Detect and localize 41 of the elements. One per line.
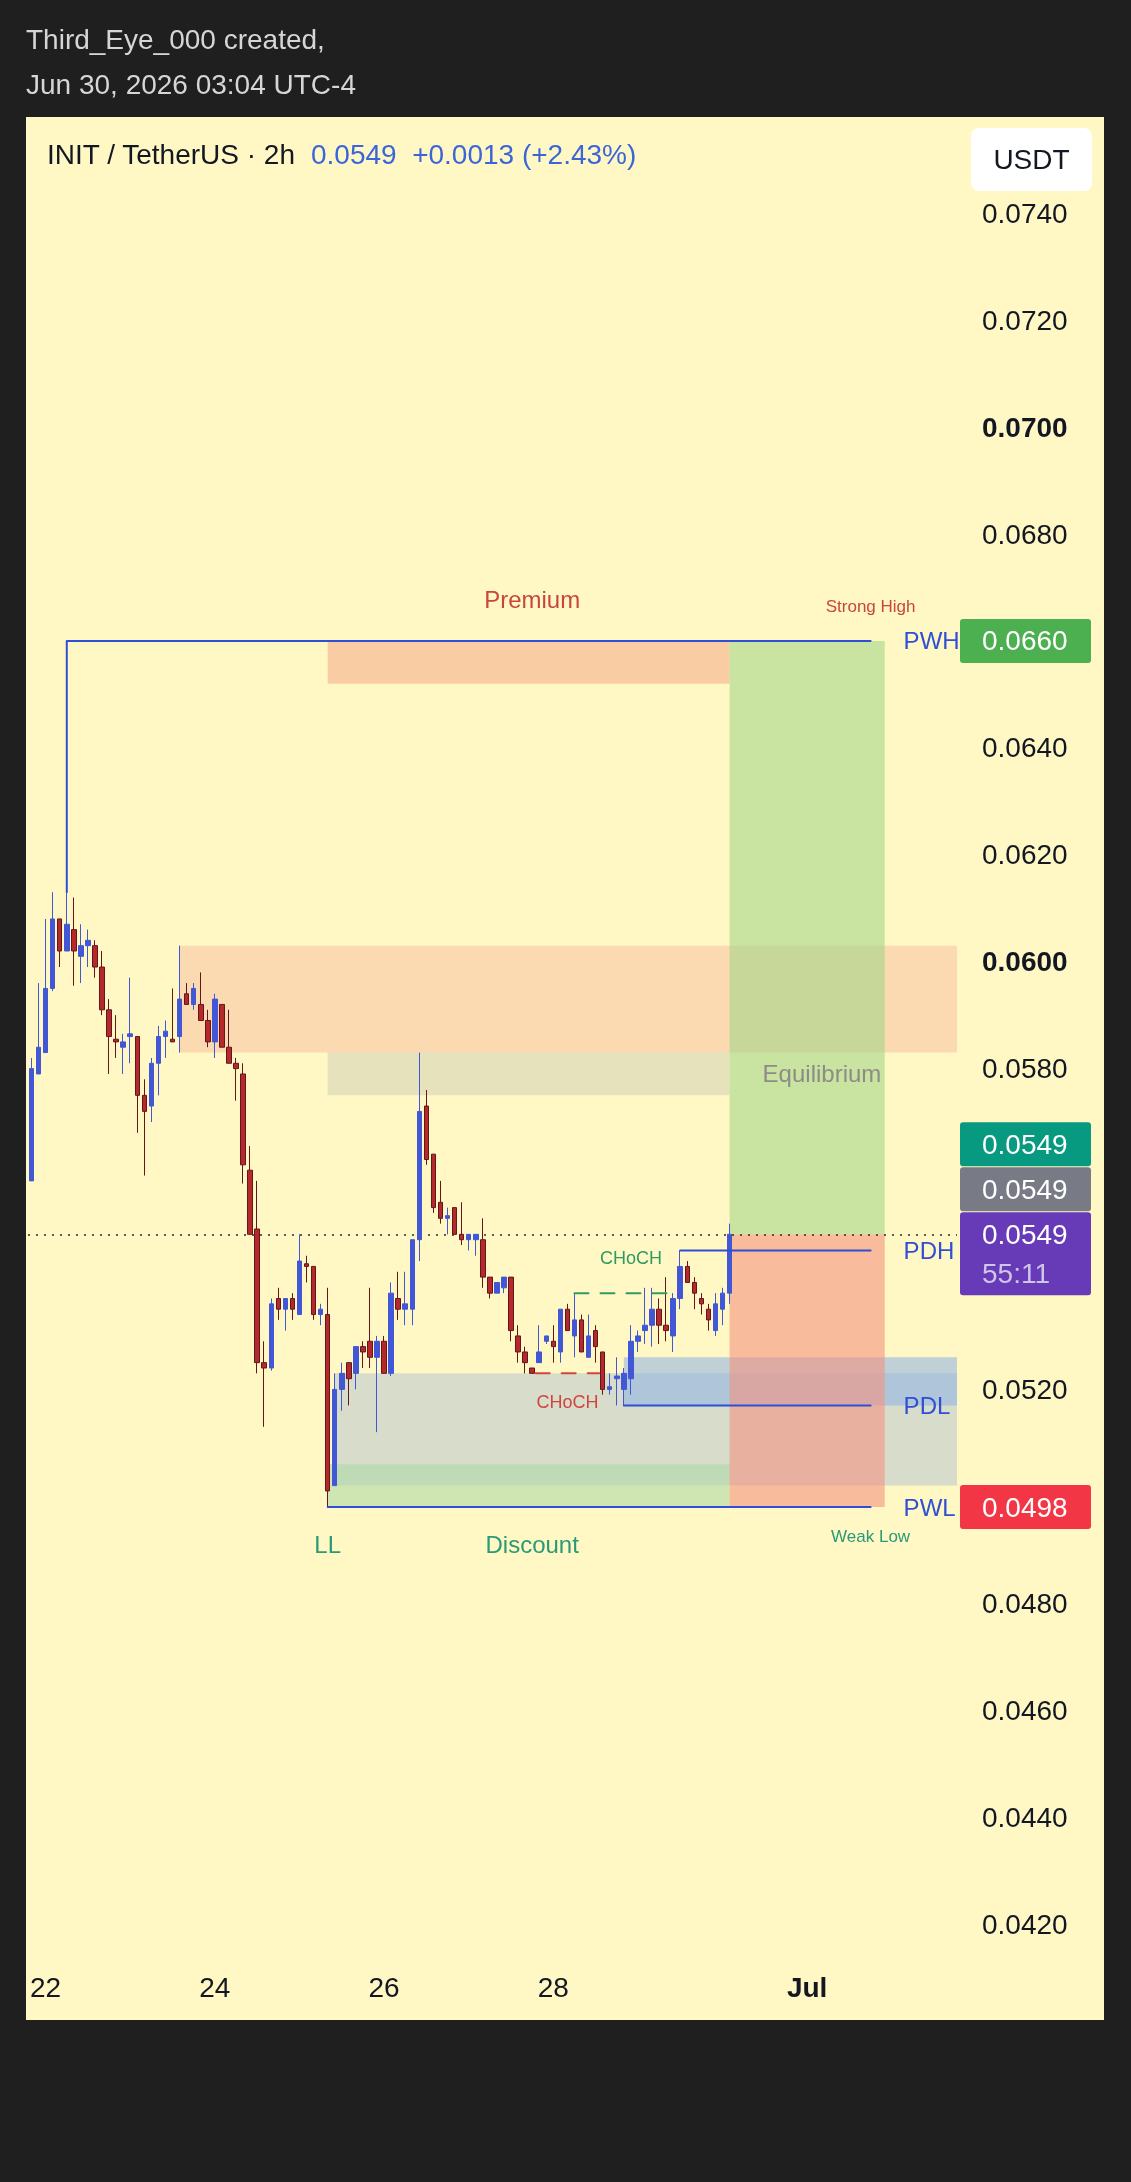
y-tick-label: 0.0680 (982, 518, 1068, 550)
y-tick-label: 0.0620 (982, 839, 1068, 871)
text: INIT / TetherUS · 2h (47, 139, 295, 170)
text: Jun 30, 2026 03:04 UTC-4 (26, 68, 356, 102)
y-tick-label: 0.0460 (982, 1694, 1068, 1726)
annotation: Strong High (825, 597, 916, 617)
x-tick-label: 26 (368, 1971, 400, 2003)
annotation: CHoCH (536, 1392, 599, 1413)
x-tick-label: 24 (199, 1971, 231, 2003)
y-tick-label: 0.0640 (982, 732, 1068, 764)
annotation: LL (314, 1530, 342, 1558)
text: 0.0498 (982, 1491, 1068, 1523)
y-tick-label: 0.0600 (982, 946, 1068, 978)
y-tick-label: 0.0740 (982, 197, 1068, 229)
x-tick-label: Jul (786, 1971, 828, 2003)
y-tick-label: 0.0520 (982, 1373, 1068, 1405)
y-tick-label: 0.0420 (982, 1908, 1068, 1940)
series-label: PDH (903, 1236, 955, 1264)
series-label: PDL (903, 1391, 951, 1419)
y-tick-label: 0.0700 (982, 411, 1068, 443)
text: Third_Eye_000 created, (26, 23, 325, 57)
x-tick-label: 22 (30, 1971, 62, 2003)
text: 0.0549 (982, 1128, 1068, 1160)
text: 0.0549 +0.0013 (+2.43%) (310, 139, 637, 170)
y-tick-label: 0.0480 (982, 1587, 1068, 1619)
series-label: PWL (903, 1493, 956, 1521)
text: 55:11 (982, 1257, 1050, 1289)
y-tick-label: 0.0580 (982, 1053, 1068, 1085)
annotation: CHoCH (599, 1248, 662, 1269)
text: 0.0549 (982, 1218, 1068, 1250)
text: 0.0549 (982, 1173, 1068, 1205)
text: 0.0660 (982, 625, 1068, 657)
annotation: Discount (485, 1530, 580, 1558)
y-tick-label: 0.0720 (982, 304, 1068, 336)
x-tick-label: 28 (537, 1971, 569, 2003)
annotation: Weak Low (831, 1526, 911, 1546)
y-axis-title: USDT (971, 128, 1092, 191)
series-label: PWH (903, 627, 960, 655)
annotation: Equilibrium (762, 1060, 882, 1088)
y-tick-label: 0.0440 (982, 1801, 1068, 1833)
annotation: Premium (484, 586, 581, 614)
